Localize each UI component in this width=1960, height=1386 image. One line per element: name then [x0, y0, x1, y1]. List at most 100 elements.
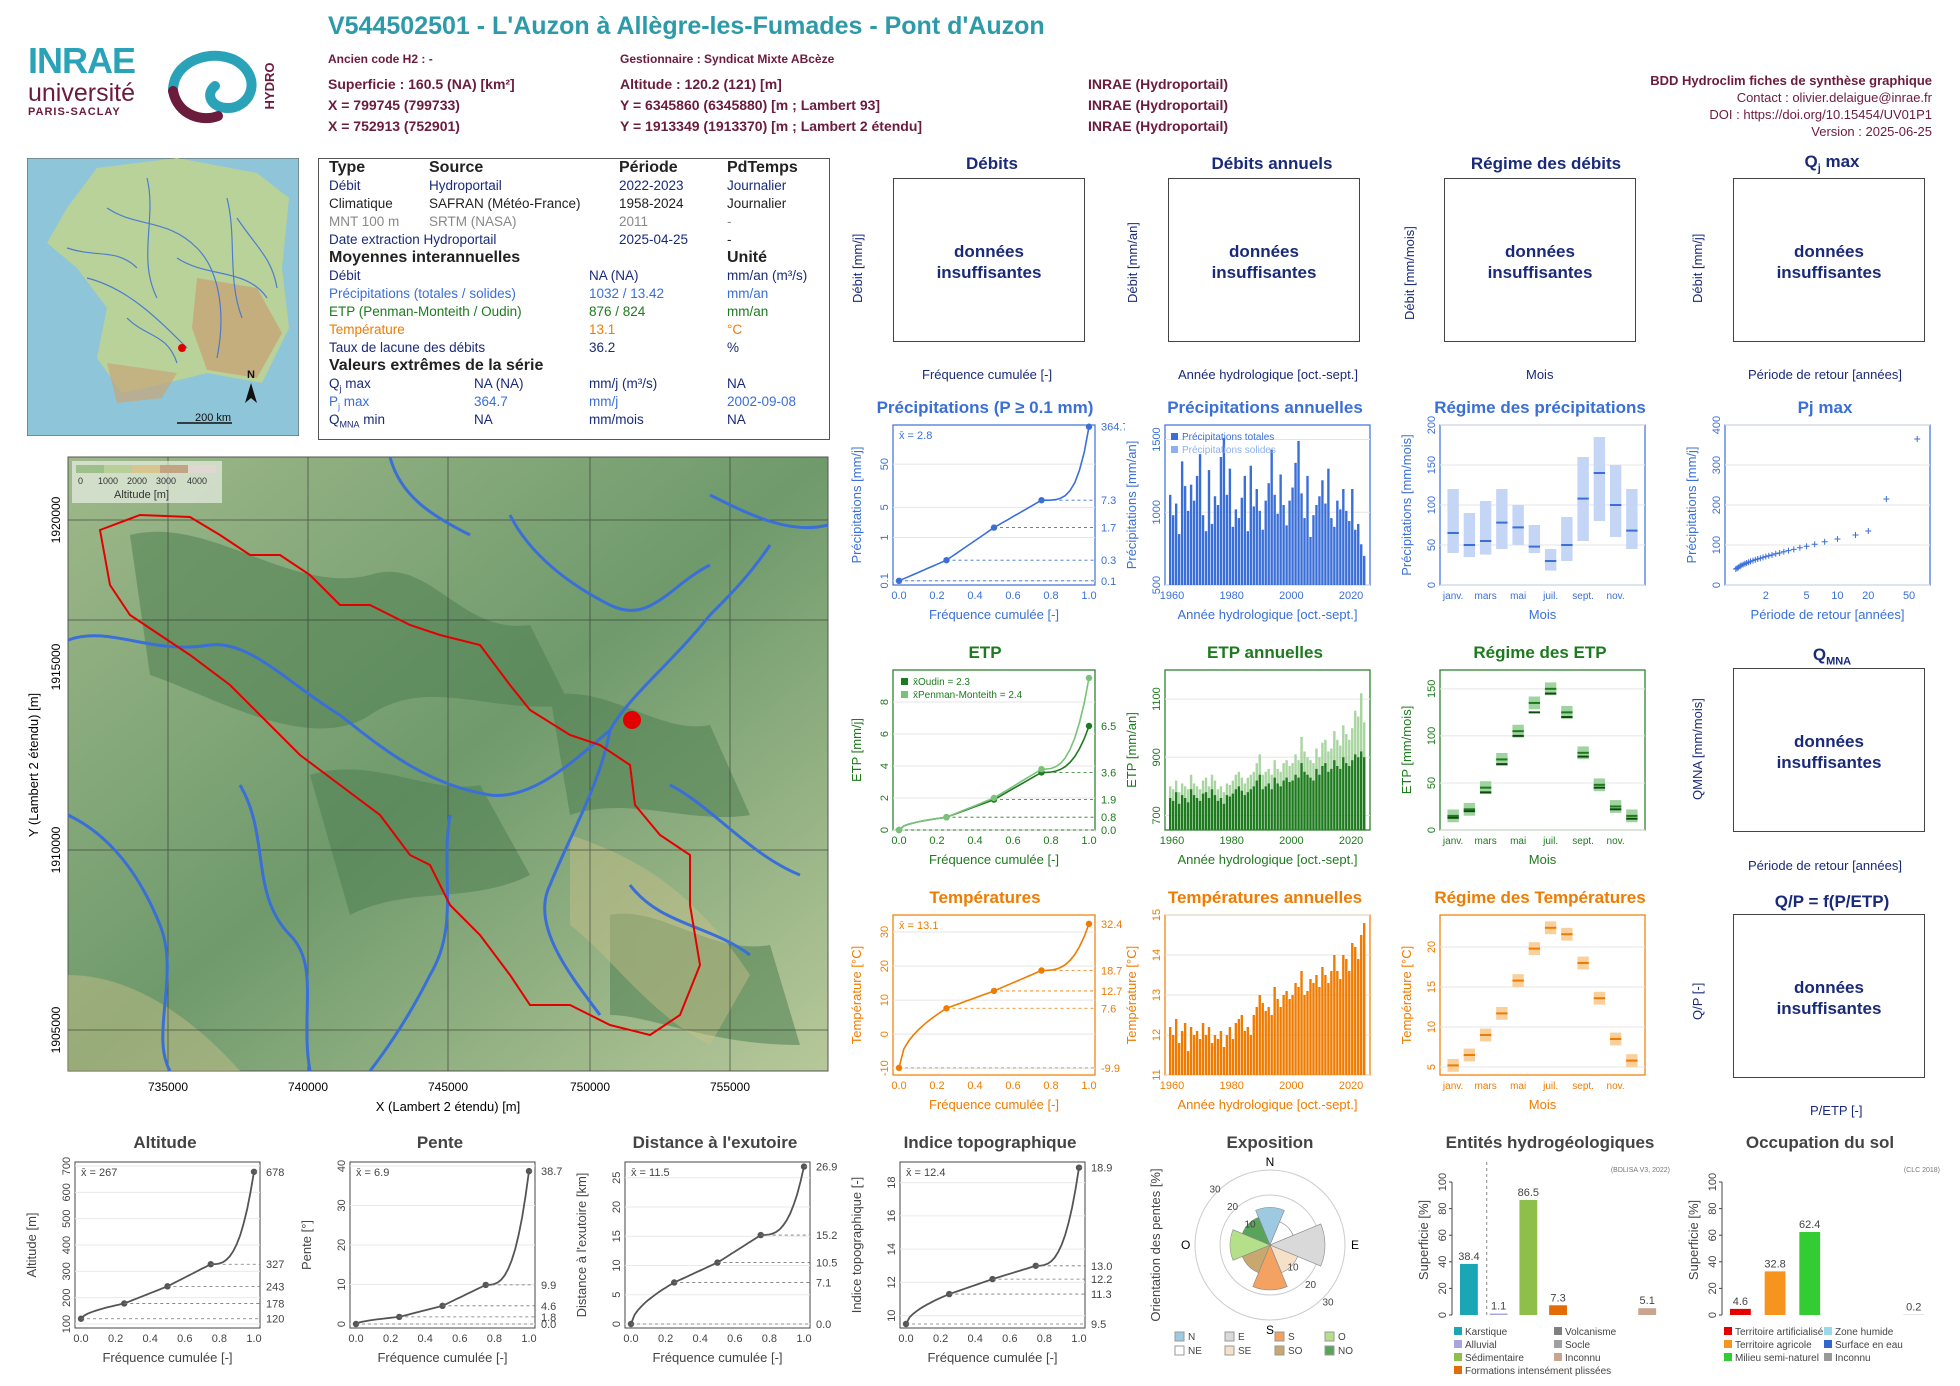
- y-tick-label: 500: [61, 1209, 73, 1227]
- y-tick-label: 60: [1707, 1229, 1719, 1241]
- y-tick-label: 20: [1707, 1282, 1719, 1294]
- bar: [1225, 1035, 1229, 1075]
- chart-title: Indice topographique: [904, 1133, 1077, 1152]
- mean-label: x̄ = 13.1: [899, 920, 938, 932]
- france-minimap: 200 km N: [27, 158, 299, 436]
- quantile-label: 120: [266, 1314, 284, 1326]
- x-axis-label: Fréquence cumulée [-]: [929, 852, 1059, 867]
- y-tick-label: -10: [879, 1060, 891, 1076]
- y-axis-label: Indice topographique [-]: [849, 1177, 864, 1314]
- bar: [1300, 493, 1303, 585]
- bar: [1345, 959, 1348, 1075]
- y-tick-label: 300: [1711, 456, 1723, 474]
- bar: [1186, 1051, 1190, 1075]
- y-tick-label: 0: [1437, 1312, 1449, 1318]
- bar: [1276, 999, 1279, 1075]
- bar: [1234, 1023, 1238, 1075]
- y-tick-label: 4: [879, 763, 891, 769]
- plot-frame: [892, 914, 1096, 1076]
- bar: [1237, 1019, 1241, 1075]
- x-tick-label: 0.2: [929, 1080, 944, 1092]
- legend-entry: E: [1238, 1332, 1245, 1343]
- chart-title: Températures: [929, 888, 1040, 907]
- bar: [1255, 780, 1258, 830]
- x-tick-label: 1980: [1219, 835, 1243, 847]
- map-xtick-3: 750000: [570, 1080, 610, 1094]
- y-tick-label: 0.1: [879, 573, 891, 588]
- bar: [1207, 798, 1211, 830]
- quantile-label: 0.8: [1101, 812, 1116, 824]
- y-axis-label: Superficie [%]: [1686, 1200, 1701, 1280]
- x-tick-label: 0.2: [383, 1333, 398, 1345]
- bar: [1348, 766, 1351, 830]
- quantile-label: 3.6: [1101, 767, 1116, 779]
- bar: [1342, 955, 1345, 1075]
- x-tick-label: 2000: [1279, 590, 1303, 602]
- row-mnt-type: MNT 100 m: [329, 214, 400, 229]
- regime-box: [1479, 501, 1492, 555]
- minimap-scale: 200 km: [195, 412, 231, 424]
- bar: [1300, 763, 1303, 830]
- x-axis-label: Mois: [1529, 1097, 1557, 1112]
- x-tick-label: 20: [1862, 590, 1874, 602]
- bar: [1363, 555, 1366, 585]
- x-tick-label: 0.0: [348, 1333, 363, 1345]
- x-tick-label: 1960: [1160, 590, 1184, 602]
- bar: [1297, 987, 1300, 1075]
- y-axis-label: Superficie [%]: [1416, 1200, 1431, 1280]
- row-extract-periode: 2025-04-25: [619, 232, 689, 247]
- qmna-ylabel: QMNA [mm/mois]: [1690, 698, 1705, 800]
- debits-annuels-panel: données insuffisantes: [1168, 178, 1360, 342]
- x-tick-label: 0.6: [1005, 1080, 1020, 1092]
- bar: [1357, 959, 1360, 1075]
- legend-swatch: [1224, 1345, 1235, 1356]
- bar: [1255, 1007, 1258, 1075]
- bar: [1246, 792, 1249, 830]
- x-tick-label: 0.8: [487, 1333, 502, 1345]
- x-axis-label: Fréquence cumulée [-]: [927, 1350, 1057, 1365]
- x-tick-label: 0.4: [143, 1333, 158, 1345]
- bar: [1333, 526, 1336, 585]
- quantile-label: 18.9: [1091, 1163, 1112, 1175]
- quantile-label: 327: [266, 1259, 284, 1271]
- bar: [1213, 795, 1217, 830]
- bar: [1336, 766, 1339, 830]
- bar: [1339, 768, 1342, 830]
- y-tick-label: 900: [1151, 748, 1163, 766]
- y-tick-label: 0: [879, 1031, 891, 1037]
- ext-qj-unit: mm/j (m³/s): [589, 376, 658, 391]
- bar: [1192, 1035, 1196, 1075]
- row-mnt-periode: 2011: [619, 214, 649, 229]
- qjmax-title: Qj max: [1804, 152, 1860, 175]
- debits-annuels-nodata: données insuffisantes: [1211, 242, 1317, 282]
- quantile-point: [895, 826, 903, 834]
- bar: [1324, 763, 1327, 830]
- inrae-logo-text: INRAE: [28, 40, 136, 81]
- y-axis-label: ETP [mm/mois]: [1399, 706, 1414, 795]
- legend-entry: NE: [1188, 1346, 1202, 1357]
- bar: [1228, 796, 1232, 830]
- bar: [1318, 496, 1321, 585]
- credits: BDD Hydroclim fiches de synthèse graphiq…: [1650, 72, 1932, 140]
- univ-logo-sub: PARIS-SACLAY: [28, 106, 121, 118]
- credits-doi: DOI : https://doi.org/10.15454/UV01P1: [1709, 107, 1932, 122]
- source-note: (BDLISA V3, 2022): [1611, 1167, 1670, 1174]
- qjmax-ylabel: Débit [mm/j]: [1690, 233, 1705, 303]
- x-axis-label: Fréquence cumulée [-]: [652, 1350, 782, 1365]
- bar: [1261, 529, 1264, 585]
- x-tick-label: 0.2: [929, 835, 944, 847]
- bar: [1183, 1023, 1187, 1075]
- legend-entry: Alluvial: [1465, 1340, 1497, 1351]
- pjmax-point: [1776, 550, 1783, 556]
- moy-temp-lbl: Température: [329, 322, 405, 337]
- bar: [1195, 798, 1199, 830]
- legend-entry: x̄Oudin = 2.3: [913, 677, 970, 688]
- pjmax-point: [1762, 553, 1769, 560]
- x-tick-label: mai: [1510, 1081, 1526, 1092]
- bar: [1345, 763, 1348, 830]
- x-tick-label: 0.0: [73, 1333, 88, 1345]
- y-tick-label: 20: [1437, 1282, 1449, 1294]
- pjmax-point: [1834, 536, 1841, 542]
- ring-label: 10: [1288, 1263, 1300, 1274]
- bar: [1300, 971, 1303, 1075]
